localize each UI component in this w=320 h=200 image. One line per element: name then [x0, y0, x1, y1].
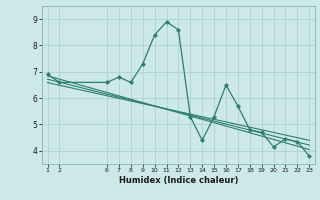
X-axis label: Humidex (Indice chaleur): Humidex (Indice chaleur) — [119, 176, 238, 185]
